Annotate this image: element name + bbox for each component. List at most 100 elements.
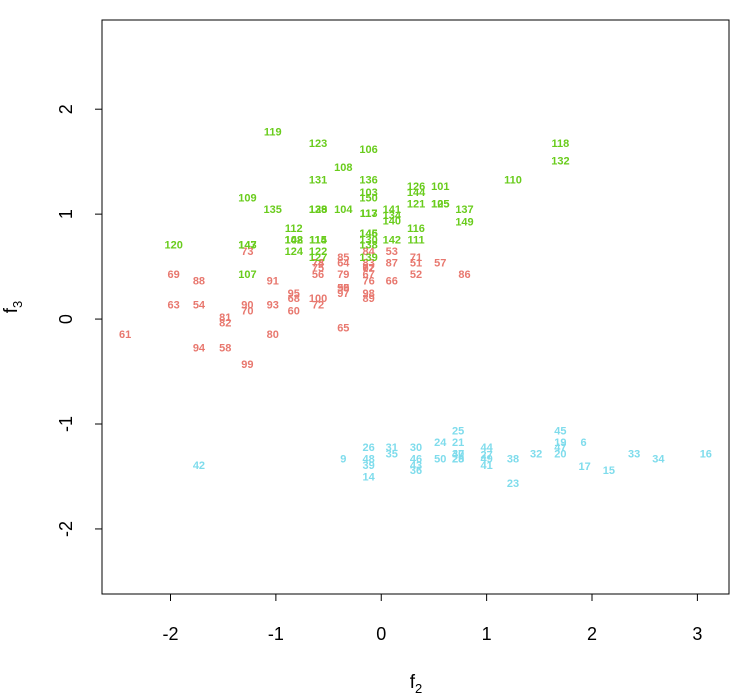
y-axis-title-subscript: 3 [10, 301, 25, 308]
point-label: 68 [288, 293, 300, 305]
point-label: 9 [340, 454, 346, 466]
point-label: 83 [362, 257, 374, 269]
point-label: 49 [481, 454, 493, 466]
point-label: 30 [410, 442, 422, 454]
point-label: 36 [410, 465, 422, 477]
point-label: 80 [267, 329, 279, 341]
point-label: 122 [309, 246, 327, 258]
point-label: 142 [383, 234, 401, 246]
point-label: 92 [362, 263, 374, 275]
point-label: 102 [285, 234, 303, 246]
x-tick-label: 0 [376, 624, 386, 644]
point-label: 28 [452, 454, 464, 466]
point-label: 144 [407, 187, 426, 199]
y-tick-label: 0 [56, 314, 76, 324]
point-label: 139 [359, 252, 377, 264]
point-label: 54 [193, 299, 206, 311]
point-label: 82 [219, 317, 231, 329]
y-axis-title-main: f [1, 307, 22, 313]
point-label: 46 [410, 454, 422, 466]
point-label: 145 [359, 228, 377, 240]
point-label: 31 [386, 442, 398, 454]
point-label: 86 [458, 269, 470, 281]
point-label: 38 [507, 454, 519, 466]
point-label: 27 [481, 449, 493, 461]
point-label: 17 [579, 461, 591, 473]
point-label: 16 [700, 448, 712, 460]
point-label: 55 [337, 283, 349, 295]
point-label: 26 [362, 442, 374, 454]
point-label: 110 [504, 175, 522, 187]
point-label: 72 [312, 299, 324, 311]
point-label: 35 [386, 448, 398, 460]
point-label: 75 [312, 263, 324, 275]
point-label: 107 [238, 269, 256, 281]
y-tick-label: -1 [56, 416, 76, 432]
point-label: 62 [362, 263, 374, 275]
point-label: 95 [288, 288, 300, 300]
point-label: 115 [309, 234, 327, 246]
point-label: 60 [288, 306, 300, 318]
point-label: 134 [383, 210, 402, 222]
point-label: 48 [362, 454, 374, 466]
point-label: 40 [452, 448, 464, 460]
point-label: 113 [360, 208, 378, 220]
point-label: 125 [431, 199, 449, 211]
x-axis-title: f2 [410, 672, 423, 696]
x-tick-label: -2 [162, 624, 178, 644]
point-label: 67 [362, 269, 374, 281]
x-tick-label: 1 [482, 624, 492, 644]
point-label: 69 [168, 269, 180, 281]
y-tick-label: 2 [56, 104, 76, 114]
y-axis-title: f3 [1, 301, 25, 314]
point-label: 103 [359, 187, 377, 199]
point-label: 52 [410, 269, 422, 281]
point-label: 116 [407, 223, 425, 235]
point-label: 99 [241, 359, 253, 371]
point-label: 120 [164, 240, 182, 252]
point-label: 29 [452, 454, 464, 466]
point-label: 121 [407, 199, 425, 211]
point-label: 98 [362, 288, 374, 300]
point-label: 132 [551, 156, 569, 168]
point-label: 56 [312, 269, 324, 281]
point-label: 101 [431, 181, 449, 193]
point-label: 149 [455, 217, 473, 229]
point-label: 148 [285, 234, 303, 246]
point-label: 118 [552, 138, 570, 150]
point-label: 42 [193, 460, 205, 472]
point-label: 32 [530, 448, 542, 460]
point-label: 112 [285, 223, 303, 235]
point-label: 78 [312, 257, 324, 269]
point-label: 111 [407, 234, 424, 246]
point-label: 37 [452, 448, 464, 460]
point-label: 90 [241, 299, 253, 311]
point-label: 6 [581, 437, 587, 449]
point-label: 104 [334, 204, 353, 216]
point-label: 117 [360, 208, 378, 220]
point-label: 143 [238, 240, 256, 252]
point-label: 137 [455, 204, 473, 216]
point-label: 23 [507, 478, 519, 490]
point-label: 136 [359, 175, 377, 187]
x-tick-label: 2 [587, 624, 597, 644]
point-label: 128 [309, 204, 327, 216]
point-label: 100 [309, 293, 327, 305]
point-label: 105 [431, 199, 449, 211]
point-label: 131 [309, 175, 327, 187]
point-label: 94 [193, 342, 206, 354]
point-label: 19 [554, 437, 566, 449]
point-label: 24 [434, 437, 447, 449]
point-label: 109 [238, 192, 256, 204]
point-label: 85 [337, 252, 349, 264]
x-axis: -2 -1 0 1 2 3 [162, 593, 702, 644]
point-label: 61 [119, 329, 131, 341]
point-label: 64 [337, 257, 350, 269]
point-label: 76 [362, 275, 374, 287]
point-label: 140 [383, 215, 401, 227]
point-label: 147 [238, 240, 256, 252]
point-label: 15 [603, 465, 615, 477]
x-axis-title-subscript: 2 [415, 681, 422, 696]
point-label: 87 [386, 257, 398, 269]
